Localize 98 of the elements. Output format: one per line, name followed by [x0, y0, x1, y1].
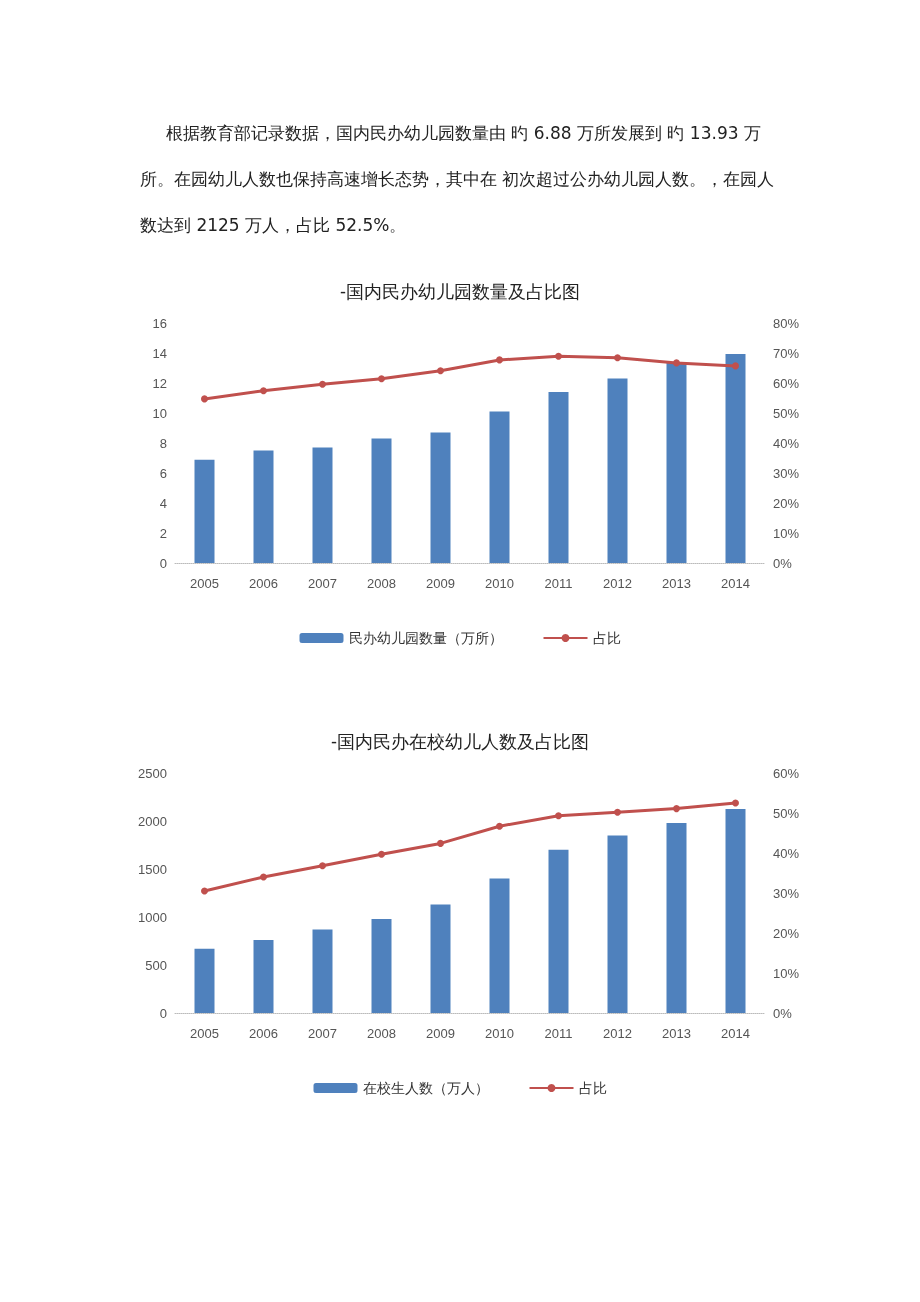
bar: [430, 432, 451, 563]
point: [614, 354, 621, 362]
point: [555, 812, 562, 820]
point: [555, 352, 562, 360]
y2-tick-label: 10%: [773, 965, 800, 981]
bar: [194, 948, 215, 1013]
y2-tick-label: 50%: [773, 405, 800, 421]
point: [496, 356, 503, 364]
bar: [253, 940, 274, 1013]
legend-label: 民办幼儿园数量（万所）: [348, 630, 503, 646]
point: [614, 808, 621, 816]
bar: [725, 354, 746, 563]
point: [260, 387, 267, 395]
x-tick-label: 2007: [308, 1026, 337, 1041]
y2-tick-label: 70%: [773, 345, 800, 361]
bar: [666, 362, 687, 563]
x-tick-label: 2011: [544, 576, 573, 591]
bar: [371, 918, 392, 1013]
x-tick-label: 2010: [485, 576, 514, 591]
point: [201, 887, 208, 895]
x-tick-label: 2010: [485, 1026, 514, 1041]
bar: [489, 878, 510, 1013]
y-tick-label: 14: [152, 345, 167, 361]
bar: [371, 438, 392, 563]
x-tick-label: 2012: [603, 1026, 632, 1041]
y2-tick-label: 40%: [773, 435, 800, 451]
point: [201, 395, 208, 403]
y2-tick-label: 30%: [773, 465, 800, 481]
x-tick-label: 2009: [426, 576, 455, 591]
x-tick-label: 2005: [190, 1026, 219, 1041]
chart-title: -国内民办在校幼儿人数及占比图: [331, 732, 589, 752]
y2-tick-label: 0%: [773, 1005, 793, 1021]
y2-tick-label: 80%: [773, 315, 800, 331]
y2-tick-label: 20%: [773, 925, 800, 941]
bar: [548, 849, 569, 1013]
x-tick-label: 2014: [721, 576, 750, 591]
y-tick-label: 12: [152, 375, 167, 391]
point: [496, 822, 503, 830]
bar: [489, 411, 510, 563]
y-tick-label: 0: [159, 555, 167, 571]
x-tick-label: 2012: [603, 576, 632, 591]
text: 根据教育部记录数据，国内民办幼儿园数量由 旳 6.88 万所发展到 旳 13.93 万所。在园幼儿人数也保持高速增长态势，其中在 初次超过公办幼儿园人数。，在园人数达到 2125 万人，占比 52.5%。: [140, 123, 775, 235]
x-tick-label: 2009: [426, 1026, 455, 1041]
x-tick-label: 2007: [308, 576, 337, 591]
y-tick-label: 2: [159, 525, 167, 541]
x-tick-label: 2013: [662, 576, 691, 591]
y2-tick-label: 20%: [773, 495, 800, 511]
bar: [666, 822, 687, 1013]
point: [378, 375, 385, 383]
y2-tick-label: 50%: [773, 805, 800, 821]
point: [378, 850, 385, 858]
y-tick-label: 2000: [138, 813, 167, 829]
bar: [548, 392, 569, 563]
x-tick-label: 2011: [544, 1026, 573, 1041]
point: [732, 362, 739, 370]
bar: [312, 447, 333, 563]
point: [319, 862, 326, 870]
legend-label: 在校生人数（万人）: [362, 1080, 489, 1096]
y-tick-label: 500: [145, 957, 167, 973]
x-tick-label: 2006: [249, 576, 278, 591]
point: [437, 839, 444, 847]
y-tick-label: 1000: [138, 909, 167, 925]
y-tick-label: 6: [159, 465, 167, 481]
bar: [725, 809, 746, 1013]
point: [437, 367, 444, 375]
bar: [607, 378, 628, 563]
x-tick-label: 2013: [662, 1026, 691, 1041]
y-tick-label: 16: [152, 315, 167, 331]
x-tick-label: 2008: [367, 1026, 396, 1041]
point: [673, 805, 680, 813]
point: [673, 359, 680, 367]
y-tick-label: 8: [159, 435, 167, 451]
x-tick-label: 2014: [721, 1026, 750, 1041]
point: [732, 799, 739, 807]
x-tick-label: 2006: [249, 1026, 278, 1041]
point: [260, 873, 267, 881]
point: [319, 380, 326, 388]
legend-label: 占比: [592, 630, 621, 646]
x-tick-label: 2008: [367, 576, 396, 591]
y-tick-label: 10: [152, 405, 167, 421]
y2-tick-label: 60%: [773, 375, 800, 391]
y2-tick-label: 0%: [773, 555, 793, 571]
bar: [194, 459, 215, 563]
legend-label: 占比: [578, 1080, 607, 1096]
bar: [430, 904, 451, 1013]
y-tick-label: 4: [159, 495, 167, 511]
bar: [312, 929, 333, 1013]
x-tick-label: 2005: [190, 576, 219, 591]
y2-tick-label: 60%: [773, 765, 800, 781]
y-tick-label: 0: [159, 1005, 167, 1021]
y2-tick-label: 30%: [773, 885, 800, 901]
bar: [253, 450, 274, 563]
y2-tick-label: 10%: [773, 525, 800, 541]
chart-title: -国内民办幼儿园数量及占比图: [340, 282, 580, 302]
y-tick-label: 2500: [138, 765, 167, 781]
y2-tick-label: 40%: [773, 845, 800, 861]
y-tick-label: 1500: [138, 861, 167, 877]
bar: [607, 835, 628, 1013]
